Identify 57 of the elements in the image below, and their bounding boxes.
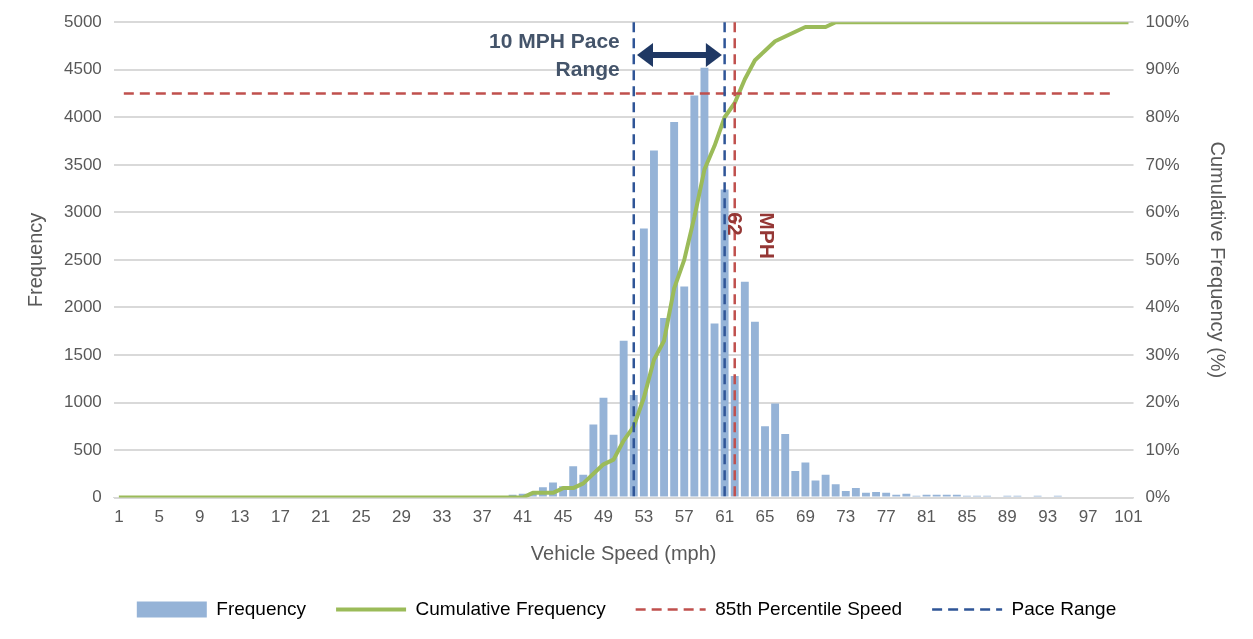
y-tick-label: 4000 <box>63 106 102 126</box>
x-tick-label: 101 <box>1114 507 1143 527</box>
x-tick-label: 97 <box>1078 507 1098 527</box>
x-tick-label: 33 <box>432 507 452 527</box>
x-tick-label: 1 <box>114 507 124 527</box>
x-tick-label: 53 <box>634 507 654 527</box>
x-tick-label: 25 <box>351 507 371 527</box>
y2-tick-label: 40% <box>1145 297 1180 317</box>
x-axis-title: Vehicle Speed (mph) <box>530 541 717 564</box>
legend-label: 85th Percentile Speed <box>715 597 903 619</box>
x-tick-label: 5 <box>154 507 164 527</box>
x-tick-label: 61 <box>715 507 735 527</box>
x-tick-label: 21 <box>311 507 331 527</box>
y2-tick-label: 0% <box>1145 487 1171 507</box>
y2-tick-label: 70% <box>1145 154 1180 174</box>
x-tick-label: 13 <box>230 507 250 527</box>
y2-tick-label: 100% <box>1145 11 1189 31</box>
y-tick-label: 0 <box>92 487 102 507</box>
x-tick-label: 89 <box>997 507 1017 527</box>
annotation: 10 MPH Pace Range <box>489 29 620 81</box>
x-tick-label: 93 <box>1038 507 1058 527</box>
y-tick-label: 5000 <box>63 11 102 31</box>
y-axis-title: Frequency <box>23 212 46 308</box>
x-tick-label: 29 <box>392 507 412 527</box>
x-tick-label: 81 <box>917 507 937 527</box>
y2-tick-label: 90% <box>1145 59 1180 79</box>
y2-tick-label: 20% <box>1145 392 1180 412</box>
x-tick-label: 37 <box>472 507 492 527</box>
y-tick-label: 2500 <box>63 249 102 269</box>
x-tick-label: 77 <box>876 507 896 527</box>
y-tick-label: 1500 <box>63 344 102 364</box>
legend-label: Frequency <box>216 597 307 619</box>
annotation: 62 MPH <box>724 212 780 260</box>
y-tick-label: 500 <box>73 439 102 459</box>
y-tick-label: 1000 <box>63 392 102 412</box>
y-tick-label: 3000 <box>63 202 102 222</box>
y2-axis-title: Cumulative Frequency (%) <box>1207 141 1230 379</box>
x-tick-label: 41 <box>513 507 533 527</box>
y2-tick-label: 30% <box>1145 344 1180 364</box>
y2-tick-label: 80% <box>1145 106 1180 126</box>
y2-tick-label: 50% <box>1145 249 1180 269</box>
y-tick-label: 4500 <box>63 59 102 79</box>
y2-tick-label: 60% <box>1145 202 1180 222</box>
x-tick-label: 49 <box>594 507 613 527</box>
legend-label: Cumulative Frequency <box>415 597 607 619</box>
legend-label: Pace Range <box>1011 597 1117 619</box>
y-tick-label: 3500 <box>63 154 102 174</box>
x-tick-label: 69 <box>795 507 815 527</box>
y2-tick-label: 10% <box>1145 439 1180 459</box>
x-tick-label: 65 <box>755 507 775 527</box>
x-tick-label: 85 <box>957 507 977 527</box>
x-tick-label: 17 <box>270 507 290 527</box>
x-tick-label: 57 <box>674 507 694 527</box>
x-tick-label: 73 <box>836 507 856 527</box>
x-tick-label: 45 <box>553 507 573 527</box>
x-tick-label: 9 <box>194 507 205 527</box>
y-tick-label: 2000 <box>63 297 102 317</box>
